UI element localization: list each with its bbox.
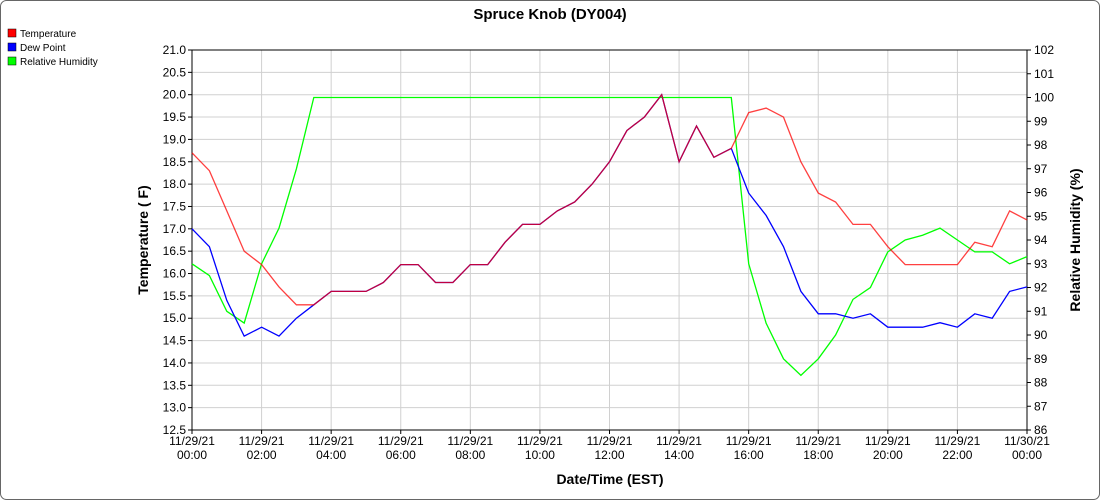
- x-tick-label: 11/30/21 00:00: [1004, 434, 1050, 462]
- legend-label: Relative Humidity: [20, 57, 98, 68]
- x-tick-label: 11/29/21 02:00: [239, 434, 285, 462]
- y-axis-label: Temperature ( F): [135, 185, 151, 294]
- x-tick-label: 11/29/21 08:00: [447, 434, 493, 462]
- x-tick-label: 11/29/21 00:00: [169, 434, 215, 462]
- y2-tick-label: 100: [1034, 91, 1054, 105]
- legend-label: Dew Point: [20, 43, 66, 54]
- y-tick-label: 17.0: [163, 222, 187, 236]
- legend-label: Temperature: [20, 29, 77, 40]
- y-tick-label: 15.0: [163, 311, 187, 325]
- y-tick-label: 18.0: [163, 177, 187, 191]
- plot-border: [191, 49, 1028, 431]
- chart-title: Spruce Knob (DY004): [473, 6, 626, 23]
- y2-tick-label: 88: [1034, 376, 1048, 390]
- y2-tick-label: 95: [1034, 209, 1048, 223]
- y-tick-label: 18.5: [163, 155, 187, 169]
- y2-tick-label: 97: [1034, 162, 1048, 176]
- y-tick-label: 15.5: [163, 289, 187, 303]
- y2-tick-label: 98: [1034, 138, 1048, 152]
- x-tick-label: 11/29/21 14:00: [656, 434, 702, 462]
- y2-axis-label: Relative Humidity (%): [1067, 168, 1083, 311]
- y-tick-label: 12.5: [163, 423, 187, 437]
- y2-tick-label: 92: [1034, 281, 1048, 295]
- y-tick-label: 16.0: [163, 267, 187, 281]
- y-tick-label: 19.5: [163, 110, 187, 124]
- x-tick-label: 11/29/21 10:00: [517, 434, 563, 462]
- x-tick-label: 11/29/21 04:00: [308, 434, 354, 462]
- y2-tick-label: 99: [1034, 114, 1048, 128]
- legend-swatch: [7, 42, 17, 52]
- x-tick-label: 11/29/21 06:00: [378, 434, 424, 462]
- series-line: [191, 93, 1028, 306]
- y-tick-label: 20.5: [163, 65, 187, 79]
- y-tick-label: 16.5: [163, 244, 187, 258]
- y2-tick-label: 86: [1034, 423, 1048, 437]
- y-tick-label: 14.5: [163, 334, 187, 348]
- y-tick-label: 13.0: [163, 401, 187, 415]
- y2-tick-label: 101: [1034, 67, 1054, 81]
- legend-swatch: [7, 56, 17, 66]
- x-tick-label: 11/29/21 12:00: [587, 434, 633, 462]
- y-tick-label: 14.0: [163, 356, 187, 370]
- x-tick-label: 11/29/21 20:00: [865, 434, 911, 462]
- y2-tick-label: 94: [1034, 233, 1048, 247]
- y-tick-label: 21.0: [163, 43, 187, 57]
- y2-tick-label: 90: [1034, 328, 1048, 342]
- y2-tick-label: 96: [1034, 186, 1048, 200]
- y-tick-label: 13.5: [163, 378, 187, 392]
- y2-tick-label: 89: [1034, 352, 1048, 366]
- series-line: [191, 96, 1028, 377]
- x-tick-label: 11/29/21 16:00: [726, 434, 772, 462]
- y2-tick-label: 102: [1034, 43, 1054, 57]
- y-tick-label: 19.0: [163, 132, 187, 146]
- x-tick-label: 11/29/21 22:00: [935, 434, 981, 462]
- x-tick-label: 11/29/21 18:00: [795, 434, 841, 462]
- y2-tick-label: 91: [1034, 304, 1048, 318]
- y-tick-label: 17.5: [163, 199, 187, 213]
- y-tick-label: 20.0: [163, 88, 187, 102]
- y2-tick-label: 87: [1034, 399, 1048, 413]
- y2-tick-label: 93: [1034, 257, 1048, 271]
- legend-swatch: [7, 28, 17, 38]
- x-axis-label: Date/Time (EST): [556, 471, 663, 487]
